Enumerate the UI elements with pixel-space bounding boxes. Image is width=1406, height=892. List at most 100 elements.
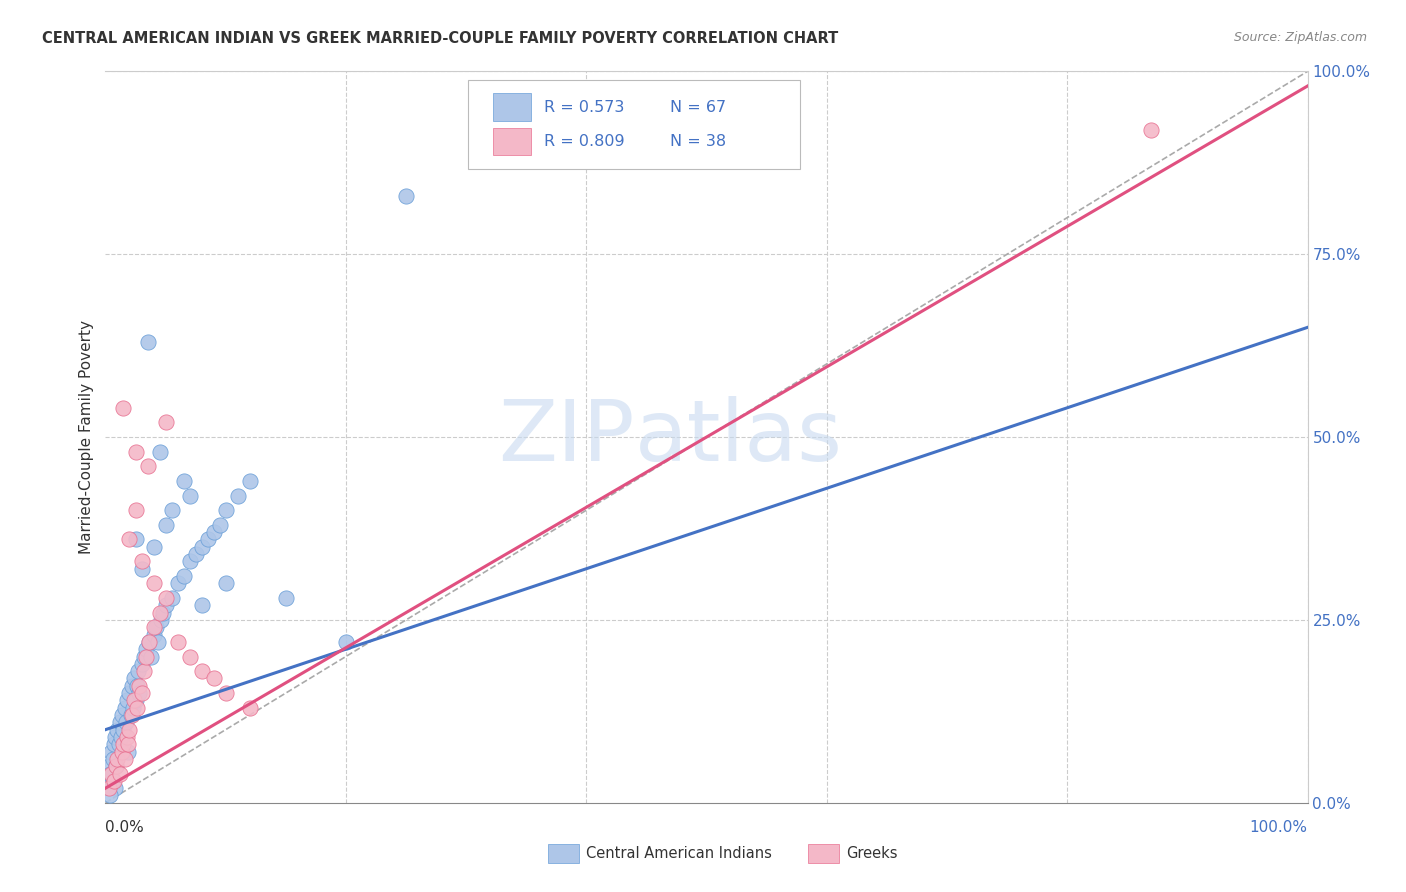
Point [131, 562, 153, 576]
Point [112, 737, 135, 751]
Point [142, 627, 165, 641]
Point [128, 686, 150, 700]
Point [148, 635, 170, 649]
Point [190, 599, 212, 613]
Point [149, 613, 172, 627]
Text: Source: ZipAtlas.com: Source: ZipAtlas.com [1233, 31, 1367, 45]
Point [118, 723, 141, 737]
Point [179, 554, 201, 568]
Point [100, 766, 122, 780]
Point [125, 679, 148, 693]
Point [115, 715, 138, 730]
Point [107, 737, 129, 751]
Point [239, 474, 262, 488]
Point [135, 649, 157, 664]
Point [124, 444, 146, 458]
Point [179, 649, 201, 664]
Point [110, 730, 132, 744]
Point [155, 591, 177, 605]
Point [179, 489, 201, 503]
Point [114, 700, 136, 714]
Y-axis label: Married-Couple Family Poverty: Married-Couple Family Poverty [79, 320, 94, 554]
Point [142, 540, 165, 554]
Text: R = 0.809: R = 0.809 [544, 134, 624, 149]
FancyBboxPatch shape [468, 80, 800, 169]
Point [98, 789, 121, 803]
Point [112, 723, 135, 737]
Point [103, 773, 125, 788]
Point [131, 686, 153, 700]
Point [148, 606, 170, 620]
Point [214, 576, 236, 591]
Point [115, 730, 138, 744]
Point [214, 503, 236, 517]
Point [111, 745, 134, 759]
Point [98, 766, 121, 780]
Point [132, 664, 155, 678]
Text: ZIP: ZIP [498, 395, 634, 479]
Point [239, 700, 262, 714]
Point [131, 657, 153, 671]
Text: Central American Indians: Central American Indians [586, 847, 772, 861]
Point [103, 737, 125, 751]
Point [114, 752, 136, 766]
Point [190, 664, 212, 678]
Point [202, 672, 225, 686]
Point [115, 693, 138, 707]
Point [152, 606, 174, 620]
Point [202, 525, 225, 540]
Point [124, 672, 146, 686]
Point [118, 533, 141, 547]
Point [111, 708, 134, 723]
Point [117, 737, 139, 751]
Point [104, 781, 127, 796]
Point [142, 620, 165, 634]
Point [132, 649, 155, 664]
Point [131, 554, 153, 568]
Point [136, 334, 159, 349]
Point [124, 533, 146, 547]
Point [118, 686, 141, 700]
Point [122, 700, 145, 714]
Point [160, 503, 183, 517]
Point [155, 599, 177, 613]
Text: 100.0%: 100.0% [1250, 821, 1308, 835]
Point [101, 773, 124, 788]
Point [104, 730, 127, 744]
Text: N = 38: N = 38 [671, 134, 727, 149]
Point [98, 781, 121, 796]
FancyBboxPatch shape [492, 94, 531, 121]
Point [335, 635, 357, 649]
Point [214, 686, 236, 700]
Point [100, 745, 122, 759]
Point [98, 759, 121, 773]
Point [160, 591, 183, 605]
Text: 0.0%: 0.0% [105, 821, 145, 835]
Point [208, 517, 231, 532]
Point [108, 766, 131, 780]
Point [124, 693, 146, 707]
Point [120, 708, 142, 723]
Point [148, 444, 170, 458]
Text: CENTRAL AMERICAN INDIAN VS GREEK MARRIED-COUPLE FAMILY POVERTY CORRELATION CHART: CENTRAL AMERICAN INDIAN VS GREEK MARRIED… [42, 31, 838, 46]
Point [190, 540, 212, 554]
Point [121, 708, 143, 723]
Point [112, 401, 135, 415]
Text: R = 0.573: R = 0.573 [544, 100, 624, 115]
Point [128, 679, 150, 693]
Point [184, 547, 207, 561]
Point [105, 759, 128, 773]
Point [101, 752, 124, 766]
Point [121, 679, 143, 693]
Point [105, 759, 128, 773]
Point [155, 517, 177, 532]
Point [136, 459, 159, 474]
Point [125, 700, 148, 714]
Text: atlas: atlas [634, 395, 842, 479]
Text: Greeks: Greeks [846, 847, 898, 861]
Point [107, 723, 129, 737]
Point [124, 693, 146, 707]
Point [117, 745, 139, 759]
Point [155, 416, 177, 430]
Point [226, 489, 249, 503]
